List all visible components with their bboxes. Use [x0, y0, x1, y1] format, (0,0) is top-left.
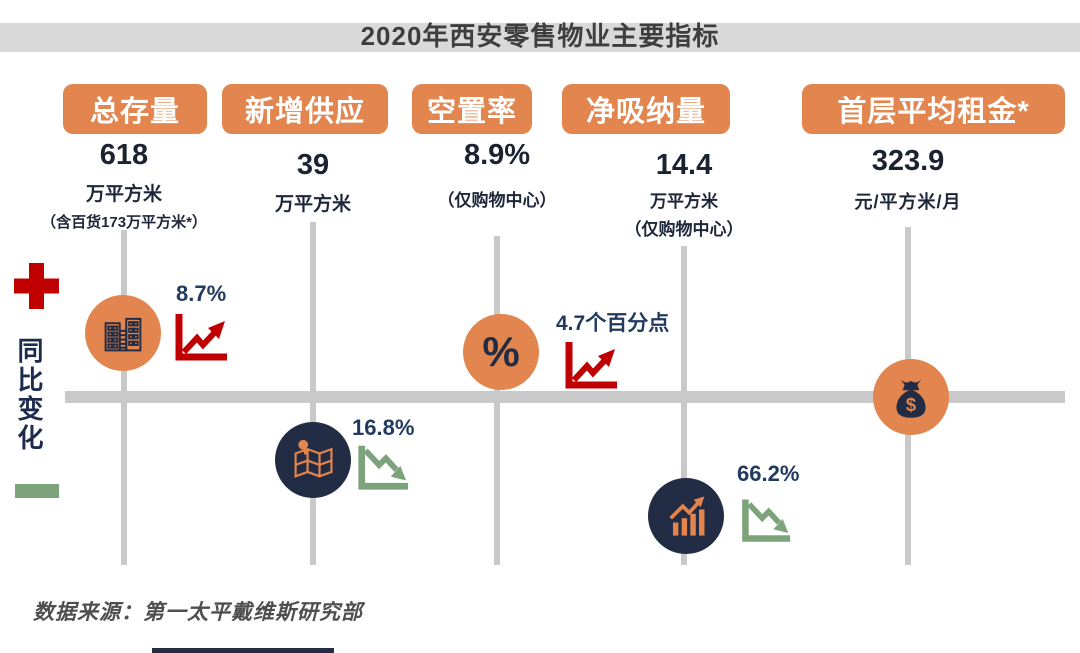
bar-chart-icon	[669, 496, 705, 536]
indicator-label: 首层平均租金*	[837, 96, 1030, 128]
indicator-value: 39	[296, 149, 330, 181]
indicator-note: （仅购物中心）	[437, 190, 557, 210]
data-source-text: 数据来源：第一太平戴维斯研究部	[33, 601, 363, 624]
plus-icon	[14, 263, 59, 309]
page-title: 2020年西安零售物业主要指标	[360, 21, 720, 51]
indicator-value: 323.9	[871, 145, 945, 177]
indicator-header-total-stock: 总存量	[63, 84, 207, 134]
uptrend-icon	[175, 314, 227, 361]
indicator-label: 新增供应	[244, 96, 365, 128]
indicator-note: （含百货173万平方米*）	[41, 213, 207, 231]
vacancy-rate-circle: %	[463, 314, 539, 390]
uptrend-icon	[565, 342, 617, 389]
value-group-new-supply: 39 万平方米	[183, 149, 443, 216]
minus-icon	[15, 484, 59, 498]
indicator-unit: 万平方米	[85, 183, 162, 205]
yoy-change-axis-label: 同比变化	[14, 337, 44, 453]
money-bag-icon: $	[896, 379, 926, 418]
indicator-header-new-supply: 新增供应	[222, 84, 388, 134]
dollar-glyph: $	[906, 394, 917, 415]
column-line-2	[310, 222, 316, 565]
indicator-unit: 元/平方米/月	[854, 191, 962, 212]
indicator-value: 14.4	[655, 149, 713, 181]
indicator-label: 净吸纳量	[585, 96, 706, 128]
change-label-total-stock: 8.7%	[176, 281, 227, 306]
value-group-net-absorption: 14.4 万平方米 （仅购物中心）	[554, 149, 814, 240]
downtrend-icon	[742, 499, 791, 542]
value-group-ground-floor-rent: 323.9 元/平方米/月	[778, 145, 1038, 214]
value-group-total-stock: 618 万平方米 （含百货173万平方米*）	[0, 139, 254, 232]
change-label-new-supply: 16.8%	[352, 415, 415, 440]
total-stock-circle	[85, 295, 161, 371]
indicator-note: （仅购物中心）	[624, 219, 744, 239]
indicator-unit: 万平方米	[650, 191, 718, 211]
buildings-icon	[104, 317, 142, 352]
new-supply-circle	[275, 422, 351, 498]
column-line-1	[121, 230, 127, 565]
footer-accent-bar	[152, 648, 334, 653]
indicator-header-ground-floor-rent: 首层平均租金*	[802, 84, 1065, 134]
indicator-unit: 万平方米	[274, 193, 351, 215]
indicator-label: 总存量	[89, 96, 180, 128]
net-absorption-circle	[648, 478, 724, 554]
change-label-vacancy-rate: 4.7个百分点	[556, 312, 670, 335]
value-group-vacancy-rate: 8.9% （仅购物中心）	[367, 139, 627, 211]
change-label-net-absorption: 66.2%	[737, 461, 800, 486]
indicator-value: 8.9%	[463, 139, 531, 171]
title-bar	[0, 23, 1080, 52]
percent-icon: %	[482, 328, 520, 375]
column-line-3	[494, 236, 500, 565]
downtrend-icon	[358, 445, 409, 490]
map-icon	[294, 439, 333, 478]
indicator-value: 618	[99, 139, 149, 171]
ground-floor-rent-circle: $	[873, 359, 949, 435]
indicator-header-net-absorption: 净吸纳量	[562, 84, 730, 134]
indicator-label: 空置率	[426, 96, 517, 128]
column-line-4	[681, 246, 687, 565]
indicator-header-vacancy-rate: 空置率	[412, 84, 532, 134]
